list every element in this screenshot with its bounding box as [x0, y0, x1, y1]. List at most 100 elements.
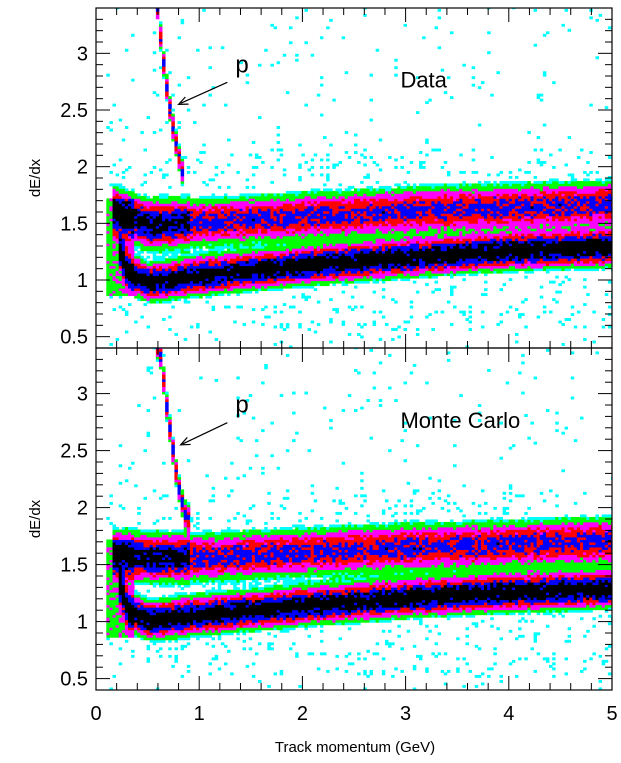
heatmap-cell: [347, 203, 352, 207]
heatmap-cell: [273, 210, 277, 214]
heatmap-cell: [431, 208, 435, 212]
heatmap-cell: [437, 218, 442, 222]
heatmap-cell: [360, 258, 364, 262]
heatmap-cell: [381, 240, 386, 244]
heatmap-cell: [227, 305, 231, 309]
heatmap-cell: [137, 280, 141, 284]
heatmap-cell: [134, 255, 138, 259]
heatmap-cell: [208, 273, 212, 277]
heatmap-cell: [227, 283, 231, 287]
heatmap-cell: [307, 208, 312, 212]
heatmap-cell: [158, 238, 163, 242]
heatmap-cell: [177, 285, 182, 289]
heatmap-cell: [323, 245, 327, 249]
heatmap-cell: [196, 270, 200, 274]
heatmap-cell: [406, 268, 411, 272]
heatmap-cell: [261, 213, 265, 217]
heatmap-cell: [254, 228, 259, 232]
heatmap-cell: [171, 243, 175, 247]
heatmap-cell: [239, 250, 243, 254]
heatmap-cell: [152, 300, 157, 304]
heatmap-cell: [214, 225, 219, 229]
heatmap-cell: [422, 230, 426, 234]
heatmap-cell: [149, 300, 154, 304]
heatmap-cell: [332, 258, 336, 262]
heatmap-cell: [378, 310, 383, 314]
heatmap-cell: [273, 193, 277, 197]
heatmap-cell: [329, 188, 333, 192]
heatmap-cell: [180, 183, 185, 187]
heatmap-cell: [384, 230, 389, 234]
heatmap-cell: [254, 218, 259, 222]
heatmap-cell: [443, 235, 448, 239]
heatmap-cell: [214, 273, 219, 277]
heatmap-cell: [394, 253, 398, 257]
heatmap-cell: [146, 293, 151, 297]
heatmap-cell: [422, 218, 426, 222]
heatmap-cell: [285, 325, 290, 329]
heatmap-cell: [227, 268, 231, 272]
heatmap-cell: [239, 230, 243, 234]
heatmap-cell: [360, 280, 364, 284]
heatmap-cell: [375, 198, 380, 202]
heatmap-cell: [363, 223, 367, 227]
heatmap-cell: [415, 250, 420, 254]
heatmap-cell: [415, 190, 420, 194]
heatmap-cell: [301, 238, 305, 242]
heatmap-cell: [199, 278, 203, 282]
heatmap-cell: [295, 213, 299, 217]
heatmap-cell: [273, 243, 277, 247]
heatmap-cell: [186, 280, 191, 284]
heatmap-cell: [180, 228, 185, 232]
heatmap-cell: [254, 210, 259, 214]
heatmap-cell: [335, 263, 339, 267]
heatmap-cell: [124, 255, 129, 259]
heatmap-cell: [230, 203, 234, 207]
heatmap-cell: [248, 260, 253, 264]
heatmap-cell: [273, 260, 277, 264]
heatmap-cell: [446, 273, 451, 277]
heatmap-cell: [270, 233, 274, 237]
heatmap-cell: [152, 220, 157, 224]
heatmap-cell: [193, 278, 197, 282]
heatmap-cell: [177, 195, 182, 199]
heatmap-cell: [394, 183, 398, 187]
heatmap-cell: [360, 235, 364, 239]
heatmap-cell: [307, 220, 312, 224]
heatmap-cell: [372, 240, 377, 244]
heatmap-cell: [217, 250, 222, 254]
heatmap-cell: [248, 200, 253, 204]
heatmap-cell: [366, 193, 370, 197]
heatmap-cell: [258, 255, 262, 259]
heatmap-cell: [109, 200, 113, 204]
heatmap-cell: [270, 225, 274, 229]
heatmap-cell: [372, 255, 377, 259]
heatmap-cell: [273, 285, 277, 289]
heatmap-cell: [124, 288, 129, 292]
heatmap-cell: [378, 250, 383, 254]
heatmap-cell: [124, 210, 129, 214]
heatmap-cell: [183, 253, 188, 257]
heatmap-cell: [375, 248, 380, 252]
heatmap-cell: [233, 218, 237, 222]
heatmap-cell: [431, 258, 435, 262]
heatmap-cell: [168, 255, 172, 259]
heatmap-cell: [196, 158, 200, 162]
heatmap-cell: [292, 275, 296, 279]
heatmap-cell: [409, 305, 414, 309]
heatmap-cell: [223, 270, 228, 274]
heatmap-cell: [168, 233, 172, 237]
heatmap-cell: [171, 200, 175, 204]
heatmap-cell: [279, 238, 284, 242]
heatmap-cell: [118, 188, 123, 192]
heatmap-cell: [446, 190, 451, 194]
heatmap-cell: [223, 208, 228, 212]
heatmap-cell: [248, 273, 253, 277]
heatmap-cell: [400, 195, 404, 199]
heatmap-cell: [158, 36, 163, 40]
heatmap-cell: [258, 223, 262, 227]
heatmap-cell: [335, 310, 339, 314]
heatmap-cell: [152, 31, 157, 35]
heatmap-cell: [329, 235, 333, 239]
heatmap-cell: [403, 203, 408, 207]
